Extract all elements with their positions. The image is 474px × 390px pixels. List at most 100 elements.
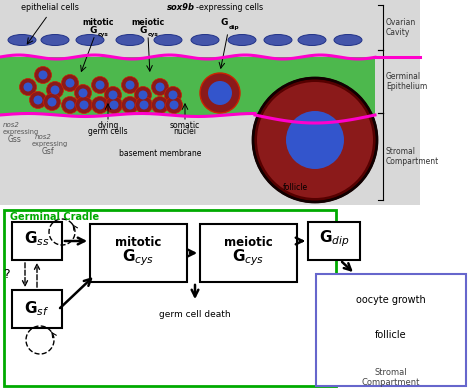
Text: cys: cys: [98, 32, 109, 37]
Circle shape: [138, 90, 147, 99]
Text: sox9b: sox9b: [167, 3, 195, 12]
Circle shape: [95, 101, 104, 110]
Circle shape: [62, 74, 79, 92]
Text: expressing: expressing: [32, 141, 68, 147]
Circle shape: [152, 78, 168, 96]
Circle shape: [91, 76, 109, 94]
Text: germ cells: germ cells: [88, 128, 128, 136]
Bar: [200, 224, 297, 282]
Text: expressing: expressing: [3, 129, 39, 135]
Circle shape: [164, 87, 182, 103]
Text: Ovarian
Cavity: Ovarian Cavity: [386, 18, 416, 37]
Text: nos2: nos2: [35, 134, 52, 140]
Circle shape: [46, 82, 64, 99]
Text: Germinal Cradle: Germinal Cradle: [10, 212, 99, 222]
Bar: [308, 222, 360, 260]
Text: follicle: follicle: [375, 330, 407, 340]
Circle shape: [109, 101, 118, 110]
Ellipse shape: [264, 34, 292, 46]
Ellipse shape: [116, 34, 144, 46]
Circle shape: [80, 101, 89, 110]
Ellipse shape: [76, 34, 104, 46]
Circle shape: [200, 73, 240, 113]
Circle shape: [19, 78, 36, 96]
Ellipse shape: [191, 34, 219, 46]
Text: Gss: Gss: [8, 135, 22, 144]
Circle shape: [126, 80, 135, 89]
Bar: [0, 0, 420, 205]
Circle shape: [95, 80, 104, 89]
Circle shape: [44, 94, 61, 110]
Circle shape: [79, 89, 88, 98]
Text: follicle: follicle: [283, 183, 308, 191]
Text: oocyte growth: oocyte growth: [356, 295, 426, 305]
Circle shape: [34, 96, 43, 105]
Circle shape: [126, 101, 135, 110]
Circle shape: [65, 101, 74, 110]
Text: $\mathbf{G}_{dip}$: $\mathbf{G}_{dip}$: [319, 229, 349, 249]
Circle shape: [106, 96, 122, 113]
Bar: [316, 274, 466, 386]
Text: $\mathbf{G}_{cys}$: $\mathbf{G}_{cys}$: [122, 248, 154, 268]
Text: dip: dip: [229, 25, 240, 30]
Text: G: G: [140, 26, 147, 35]
Text: epithelial cells: epithelial cells: [21, 3, 79, 12]
Text: meiotic: meiotic: [131, 18, 164, 27]
Text: cys: cys: [148, 32, 159, 37]
Ellipse shape: [41, 34, 69, 46]
Circle shape: [286, 111, 344, 169]
Text: mitotic: mitotic: [82, 18, 114, 27]
Circle shape: [257, 82, 373, 198]
Ellipse shape: [298, 34, 326, 46]
Text: Germinal
Epithelium: Germinal Epithelium: [386, 72, 427, 91]
Circle shape: [38, 71, 47, 80]
Bar: [90, 224, 187, 282]
Text: germ cell death: germ cell death: [159, 310, 231, 319]
Ellipse shape: [154, 34, 182, 46]
Text: G: G: [90, 26, 97, 35]
Ellipse shape: [8, 34, 36, 46]
Circle shape: [35, 67, 52, 83]
Text: somatic: somatic: [170, 121, 200, 129]
Ellipse shape: [228, 34, 256, 46]
Text: mitotic: mitotic: [115, 236, 161, 248]
Text: basement membrane: basement membrane: [119, 149, 201, 158]
Circle shape: [51, 85, 60, 94]
Text: Gsf: Gsf: [42, 147, 55, 156]
Text: Stromal
Compartment: Stromal Compartment: [362, 368, 420, 387]
Text: Stromal
Compartment: Stromal Compartment: [386, 147, 439, 166]
Circle shape: [75, 96, 92, 113]
Text: nos2: nos2: [3, 122, 20, 128]
Circle shape: [74, 85, 91, 101]
Text: $\mathbf{G}_{sf}$: $\mathbf{G}_{sf}$: [24, 300, 50, 318]
Circle shape: [165, 96, 182, 113]
Circle shape: [65, 78, 74, 87]
Text: $\mathbf{G}_{ss}$: $\mathbf{G}_{ss}$: [24, 230, 50, 248]
Circle shape: [168, 90, 177, 99]
Bar: [0, 57, 375, 115]
Ellipse shape: [334, 34, 362, 46]
Text: nuclei: nuclei: [173, 128, 197, 136]
Circle shape: [121, 96, 138, 113]
Circle shape: [208, 81, 232, 105]
Circle shape: [109, 90, 118, 99]
Text: $\mathbf{G}_{cys}$: $\mathbf{G}_{cys}$: [232, 248, 264, 268]
Text: dying: dying: [97, 121, 118, 129]
Circle shape: [152, 96, 168, 113]
Text: G: G: [220, 18, 228, 27]
Circle shape: [253, 78, 377, 202]
Circle shape: [170, 101, 179, 110]
Circle shape: [136, 96, 153, 113]
Text: -expressing cells: -expressing cells: [196, 3, 263, 12]
Bar: [12, 290, 62, 328]
Bar: [12, 222, 62, 260]
Circle shape: [24, 83, 33, 92]
Text: meiotic: meiotic: [224, 236, 273, 248]
Bar: [4, 210, 336, 386]
Circle shape: [29, 92, 46, 108]
Circle shape: [135, 87, 152, 103]
Text: ?: ?: [3, 268, 9, 282]
Circle shape: [155, 83, 164, 92]
Circle shape: [139, 101, 148, 110]
Circle shape: [47, 98, 56, 106]
